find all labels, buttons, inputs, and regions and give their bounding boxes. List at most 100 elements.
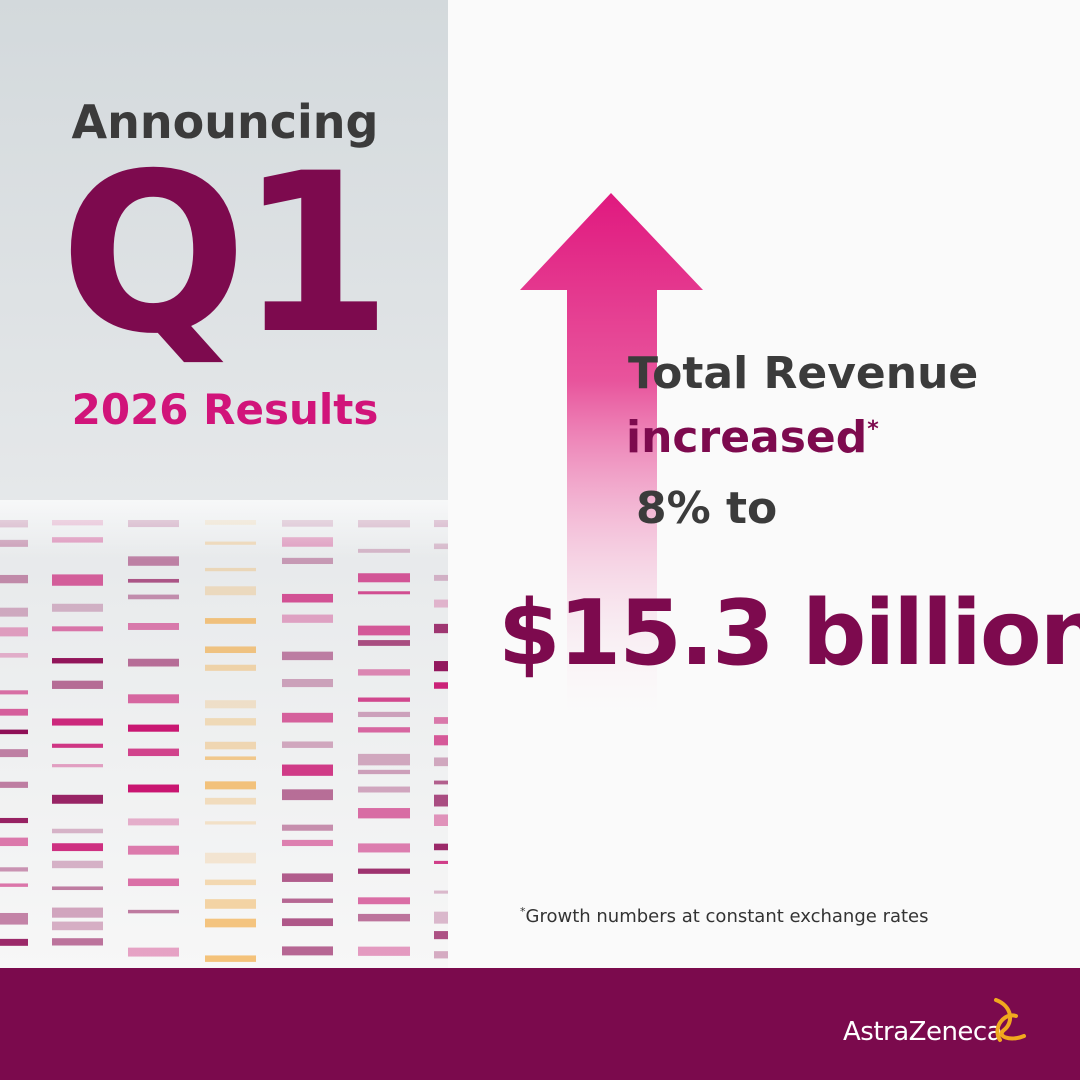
gel-band — [128, 748, 179, 757]
gel-band — [205, 756, 256, 760]
gel-band — [0, 867, 28, 872]
headline-line: Total Revenue — [628, 348, 978, 399]
gel-band — [434, 599, 448, 608]
gel-fade — [0, 500, 448, 560]
gel-band — [0, 729, 28, 735]
gel-band — [434, 814, 448, 826]
subtitle: 2026 Results — [72, 385, 379, 434]
gel-band — [52, 938, 103, 946]
gel-band — [52, 574, 103, 586]
gel-band — [434, 951, 448, 959]
gel-band — [358, 769, 410, 775]
gel-band — [0, 708, 28, 716]
gel-band — [52, 680, 103, 689]
gel-band — [434, 661, 448, 672]
gel-band — [358, 711, 410, 718]
gel-band — [205, 955, 256, 962]
gel-band — [128, 947, 179, 957]
gel-band — [52, 718, 103, 726]
gel-band — [205, 899, 256, 909]
gel-band — [52, 603, 103, 612]
gel-band — [52, 794, 103, 804]
gel-band — [0, 627, 28, 637]
gel-band — [434, 860, 448, 864]
amount: $15.3 billion — [498, 581, 1080, 686]
gel-band — [128, 556, 179, 566]
gel-band — [282, 789, 333, 801]
symbol-stroke — [995, 1013, 1018, 1042]
footnote-text: Growth numbers at constant exchange rate… — [526, 906, 929, 927]
gel-band — [128, 623, 179, 630]
gel-band — [128, 818, 179, 826]
footnote-mark: * — [520, 905, 526, 918]
gel-band — [358, 868, 410, 874]
gel-band — [282, 839, 333, 847]
gel-band — [205, 918, 256, 928]
gel-band — [205, 879, 256, 886]
headline-word: increased — [626, 412, 867, 463]
gel-band — [205, 567, 256, 572]
gel-band — [205, 586, 256, 596]
gel-band — [128, 594, 179, 600]
gel-band — [434, 623, 448, 634]
gel-band — [0, 781, 28, 788]
gel-band — [434, 735, 448, 746]
gel-band — [205, 741, 256, 750]
gel-band — [128, 784, 179, 793]
gel-band — [358, 591, 410, 595]
gel-band — [0, 653, 28, 658]
gel-band — [52, 843, 103, 852]
brand: AstraZeneca — [843, 1017, 1002, 1047]
gel-band — [0, 883, 28, 887]
gel-band — [205, 781, 256, 790]
gel-band — [358, 753, 410, 766]
gel-band — [358, 897, 410, 905]
gel-band — [52, 886, 103, 891]
gel-band — [282, 741, 333, 748]
gel-band — [358, 640, 410, 646]
gel-band — [205, 618, 256, 624]
gel-band — [434, 843, 448, 851]
gel-band — [358, 727, 410, 733]
gel-band — [434, 794, 448, 807]
gel-band — [434, 931, 448, 940]
gel-band — [358, 669, 410, 676]
gel-band — [358, 946, 410, 956]
gel-band — [0, 837, 28, 847]
gel-band — [434, 890, 448, 894]
headline-line: increased* — [626, 412, 879, 463]
gel-band — [358, 697, 410, 702]
gel-band — [205, 718, 256, 726]
gel-band — [128, 724, 179, 732]
gel-band — [52, 921, 103, 931]
brand-symbol — [994, 998, 1026, 1042]
gel-band — [358, 913, 410, 922]
gel-band — [282, 873, 333, 882]
gel-band — [205, 852, 256, 864]
gel-band — [205, 797, 256, 805]
gel-band — [282, 898, 333, 903]
gel-band — [52, 743, 103, 748]
gel-band — [358, 573, 410, 583]
gel-band — [282, 651, 333, 661]
gel-band — [205, 664, 256, 671]
gel-band — [434, 757, 448, 767]
left-panel — [0, 0, 448, 968]
headline-line: 8% to — [636, 483, 777, 534]
gel-band — [128, 909, 179, 914]
gel-band — [434, 911, 448, 924]
gel-band — [52, 764, 103, 768]
up-arrow — [520, 193, 703, 730]
gel-band — [358, 843, 410, 853]
gel-band — [205, 646, 256, 654]
gel-band — [358, 786, 410, 793]
footer-bar — [0, 968, 1080, 1080]
gel-band — [205, 821, 256, 825]
gel-band — [0, 938, 28, 946]
gel-band — [282, 593, 333, 603]
gel-band — [0, 749, 28, 758]
gel-band — [128, 845, 179, 855]
asterisk: * — [867, 417, 879, 442]
gel-band — [128, 658, 179, 667]
